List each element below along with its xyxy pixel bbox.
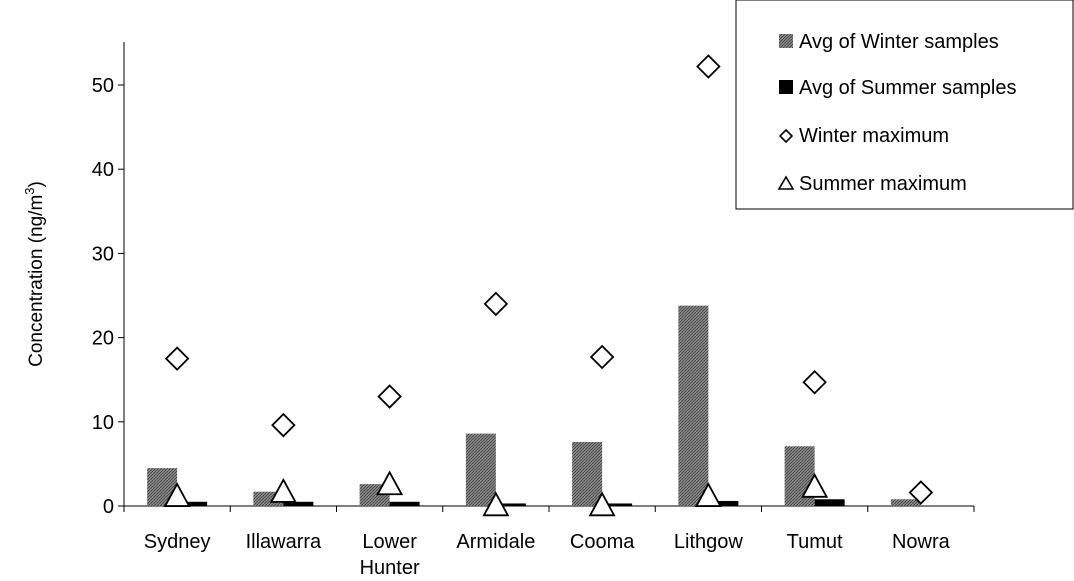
- legend-swatch-summer-max-icon: [777, 175, 795, 190]
- marker-summer-max: [482, 491, 510, 517]
- x-category-label: Armidale: [456, 531, 535, 553]
- legend-swatch-winter-avg: [779, 34, 793, 48]
- marker-winter-max: [802, 369, 827, 395]
- marker-summer-max: [163, 482, 191, 507]
- legend-label-summer-avg: Avg of Summer samples: [799, 77, 1017, 99]
- x-category-label: Lower Hunter: [360, 531, 420, 579]
- x-category-label: Illawarra: [246, 531, 322, 553]
- bar-winter-avg: [678, 305, 709, 506]
- legend-label-winter-max: Winter maximum: [799, 125, 949, 147]
- y-tick-label: 0: [103, 496, 114, 518]
- x-category-label: Nowra: [892, 531, 951, 553]
- marker-winter-max: [589, 344, 615, 370]
- marker-winter-max: [164, 346, 190, 371]
- y-tick-label: 50: [92, 75, 114, 97]
- legend-swatch-winter-max-icon: [778, 128, 794, 144]
- y-tick-label: 30: [92, 243, 114, 265]
- marker-summer-max: [269, 477, 297, 503]
- bar-winter-avg: [890, 499, 921, 506]
- bar-summer-avg: [177, 501, 208, 506]
- marker-winter-max: [483, 291, 509, 317]
- x-category-label: Cooma: [570, 531, 635, 553]
- bar-winter-avg: [572, 442, 603, 506]
- x-category-label: Sydney: [144, 531, 211, 553]
- y-axis-title-superscript: 3: [22, 187, 37, 194]
- bar-summer-avg: [389, 501, 420, 506]
- bar-summer-avg: [814, 499, 845, 506]
- marker-summer-max: [801, 472, 829, 498]
- legend-swatch-summer-avg: [779, 80, 793, 94]
- y-axis-title: Concentration (ng/m3): [22, 181, 47, 367]
- marker-winter-max: [908, 480, 934, 505]
- y-tick-label: 10: [92, 412, 114, 434]
- bar-summer-avg: [283, 501, 314, 506]
- legend-label-winter-avg: Avg of Winter samples: [799, 31, 999, 53]
- y-ticks: 0 10 20 30 40 50: [92, 75, 124, 518]
- y-axis-title-close: ): [26, 181, 47, 187]
- x-ticks: Sydney Illawarra Lower Hunter Armidale Cooma L…: [123, 506, 975, 579]
- marker-winter-max: [377, 384, 402, 409]
- y-tick-label: 20: [92, 328, 114, 350]
- bar-summer-avg: [602, 503, 633, 506]
- bar-summer-avg: [495, 503, 526, 506]
- marker-summer-max: [588, 491, 616, 517]
- bar-winter-avg: [465, 433, 496, 506]
- y-axis-title-main: Concentration (ng/m: [26, 195, 47, 367]
- bar-summer-avg: [708, 500, 739, 506]
- marker-winter-max: [271, 412, 296, 438]
- legend-label-summer-max: Summer maximum: [799, 173, 967, 195]
- markers: [163, 54, 934, 517]
- marker-summer-max: [376, 470, 404, 496]
- marker-summer-max: [694, 482, 722, 507]
- marker-winter-max: [696, 54, 721, 79]
- bars: [147, 305, 921, 506]
- y-tick-label: 40: [92, 159, 114, 181]
- x-category-label: Tumut: [787, 531, 843, 553]
- legend: Avg of Winter samples Avg of Summer samp…: [735, 0, 1074, 210]
- x-category-label: Lithgow: [674, 531, 743, 553]
